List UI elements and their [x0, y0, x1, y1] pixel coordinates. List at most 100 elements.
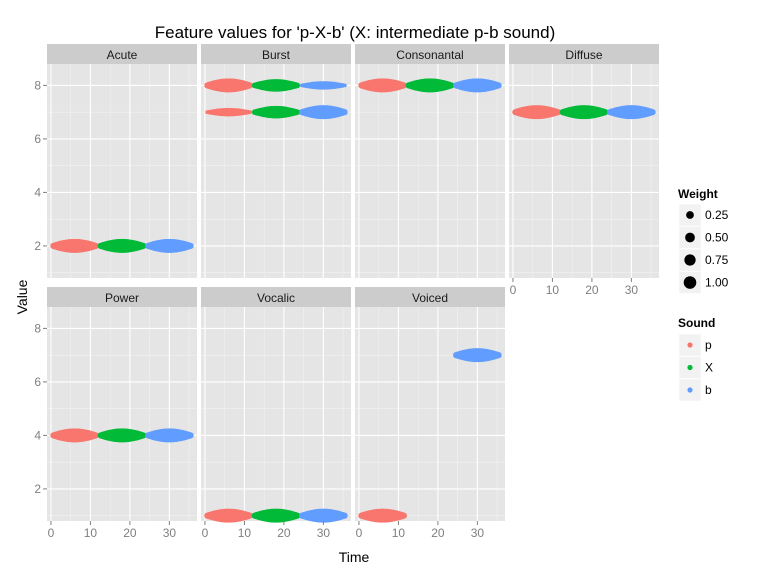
panel-vocalic: Vocalic — [201, 287, 351, 523]
legend-weight-label: 1.00 — [705, 276, 729, 290]
data-point — [93, 242, 99, 249]
legend-weight-title: Weight — [678, 187, 718, 201]
data-point — [248, 110, 252, 115]
strip-acute — [47, 44, 197, 64]
x-tick-label: 10 — [392, 526, 406, 540]
legend: Weight 0.25 0.50 0.75 1.00 Sound pXb — [678, 187, 729, 402]
y-tick-label: 4 — [34, 428, 41, 442]
legend-weight-label: 0.50 — [705, 231, 729, 245]
series-vocalic-p-1 — [204, 508, 253, 523]
y-tick-label: 8 — [34, 78, 41, 92]
data-point — [603, 109, 609, 116]
series-acute-b-2 — [145, 238, 194, 253]
series-burst-b-8 — [300, 81, 347, 90]
x-axis-title: Time — [339, 549, 370, 565]
axes: 2 4 6 8 2 4 6 8 0 10 20 30 0 10 20 30 0 10 20 30 0 10 20 30 — [34, 78, 638, 540]
plot-background-power — [47, 307, 197, 521]
series-power-X-4 — [97, 428, 147, 443]
y-axis-title: Value — [14, 279, 30, 314]
strip-label-burst: Burst — [262, 48, 291, 62]
data-point — [342, 512, 348, 519]
panel-acute: Acute — [47, 44, 197, 278]
legend-sound-swatch-p — [687, 342, 693, 348]
strip-voiced — [355, 287, 505, 307]
x-tick-label: 10 — [238, 526, 252, 540]
y-tick-label: 2 — [34, 239, 41, 253]
facet-panels: Acute Burst Consonantal Diffuse Power Vocalic… — [47, 44, 659, 523]
x-tick-label: 20 — [277, 526, 291, 540]
series-burst-X-8 — [251, 79, 301, 92]
x-tick-label: 30 — [317, 526, 331, 540]
plot-background-burst — [201, 64, 351, 278]
x-tick-label: 0 — [510, 283, 517, 297]
series-diffuse-X-7 — [559, 105, 609, 120]
series-burst-X-7 — [251, 105, 301, 119]
data-point — [650, 109, 656, 116]
series-burst-p-7 — [205, 107, 252, 117]
x-tick-label: 0 — [48, 526, 55, 540]
legend-weight-keys: 0.25 0.50 0.75 1.00 — [678, 203, 729, 294]
data-point — [343, 83, 347, 88]
data-point — [141, 432, 147, 439]
legend-weight-label: 0.75 — [705, 253, 729, 267]
y-tick-label: 4 — [34, 185, 41, 199]
strip-vocalic — [201, 287, 351, 307]
strip-label-consonantal: Consonantal — [396, 48, 463, 62]
x-tick-label: 10 — [84, 526, 98, 540]
strip-consonantal — [355, 44, 505, 64]
x-tick-label: 30 — [471, 526, 485, 540]
strip-diffuse — [509, 44, 659, 64]
y-tick-label: 8 — [34, 321, 41, 335]
series-burst-b-7 — [299, 105, 348, 120]
x-tick-label: 0 — [356, 526, 363, 540]
y-tick-label: 6 — [34, 132, 41, 146]
legend-weight-swatch — [683, 276, 697, 289]
data-point — [449, 82, 455, 89]
x-tick-label: 20 — [431, 526, 445, 540]
legend-weight-label: 0.25 — [705, 208, 729, 222]
data-point — [496, 82, 502, 89]
series-voiced-b-7 — [453, 348, 502, 363]
data-point — [188, 432, 194, 439]
series-acute-p-2 — [50, 238, 99, 253]
plot-background-consonantal — [355, 64, 505, 278]
strip-label-power: Power — [105, 291, 139, 305]
strip-label-acute: Acute — [107, 48, 138, 62]
panel-diffuse: Diffuse — [509, 44, 659, 278]
panel-consonantal: Consonantal — [355, 44, 505, 278]
panel-power: Power — [47, 287, 197, 521]
x-tick-label: 20 — [585, 283, 599, 297]
legend-sound-keys: pXb — [678, 333, 713, 402]
x-tick-label: 20 — [123, 526, 137, 540]
chart-title: Feature values for 'p-X-b' (X: intermedi… — [155, 23, 556, 42]
series-consonantal-p-8 — [358, 78, 407, 93]
strip-label-voiced: Voiced — [412, 291, 448, 305]
y-tick-label: 6 — [34, 375, 41, 389]
strip-label-vocalic: Vocalic — [257, 291, 295, 305]
series-consonantal-X-8 — [405, 78, 455, 93]
plot-background-voiced — [355, 307, 505, 521]
legend-weight-swatch — [684, 254, 696, 266]
legend-weight-swatch — [685, 232, 695, 243]
series-diffuse-b-7 — [607, 105, 656, 120]
plot-background-vocalic — [201, 307, 351, 521]
strip-burst — [201, 44, 351, 64]
x-tick-label: 30 — [625, 283, 639, 297]
legend-sound-swatch-b — [687, 387, 693, 393]
series-power-p-4 — [50, 428, 99, 443]
data-point — [93, 432, 99, 439]
strip-power — [47, 287, 197, 307]
legend-sound-label: b — [705, 383, 712, 397]
data-point — [141, 242, 147, 249]
data-point — [555, 109, 561, 116]
legend-sound-label: p — [705, 338, 712, 352]
x-tick-label: 10 — [546, 283, 560, 297]
data-point — [247, 512, 253, 519]
data-point — [496, 352, 502, 359]
series-vocalic-b-1 — [299, 508, 348, 523]
legend-sound-swatch-X — [687, 364, 693, 371]
plot-background-diffuse — [509, 64, 659, 278]
data-point — [295, 109, 301, 115]
series-burst-p-8 — [204, 78, 253, 93]
